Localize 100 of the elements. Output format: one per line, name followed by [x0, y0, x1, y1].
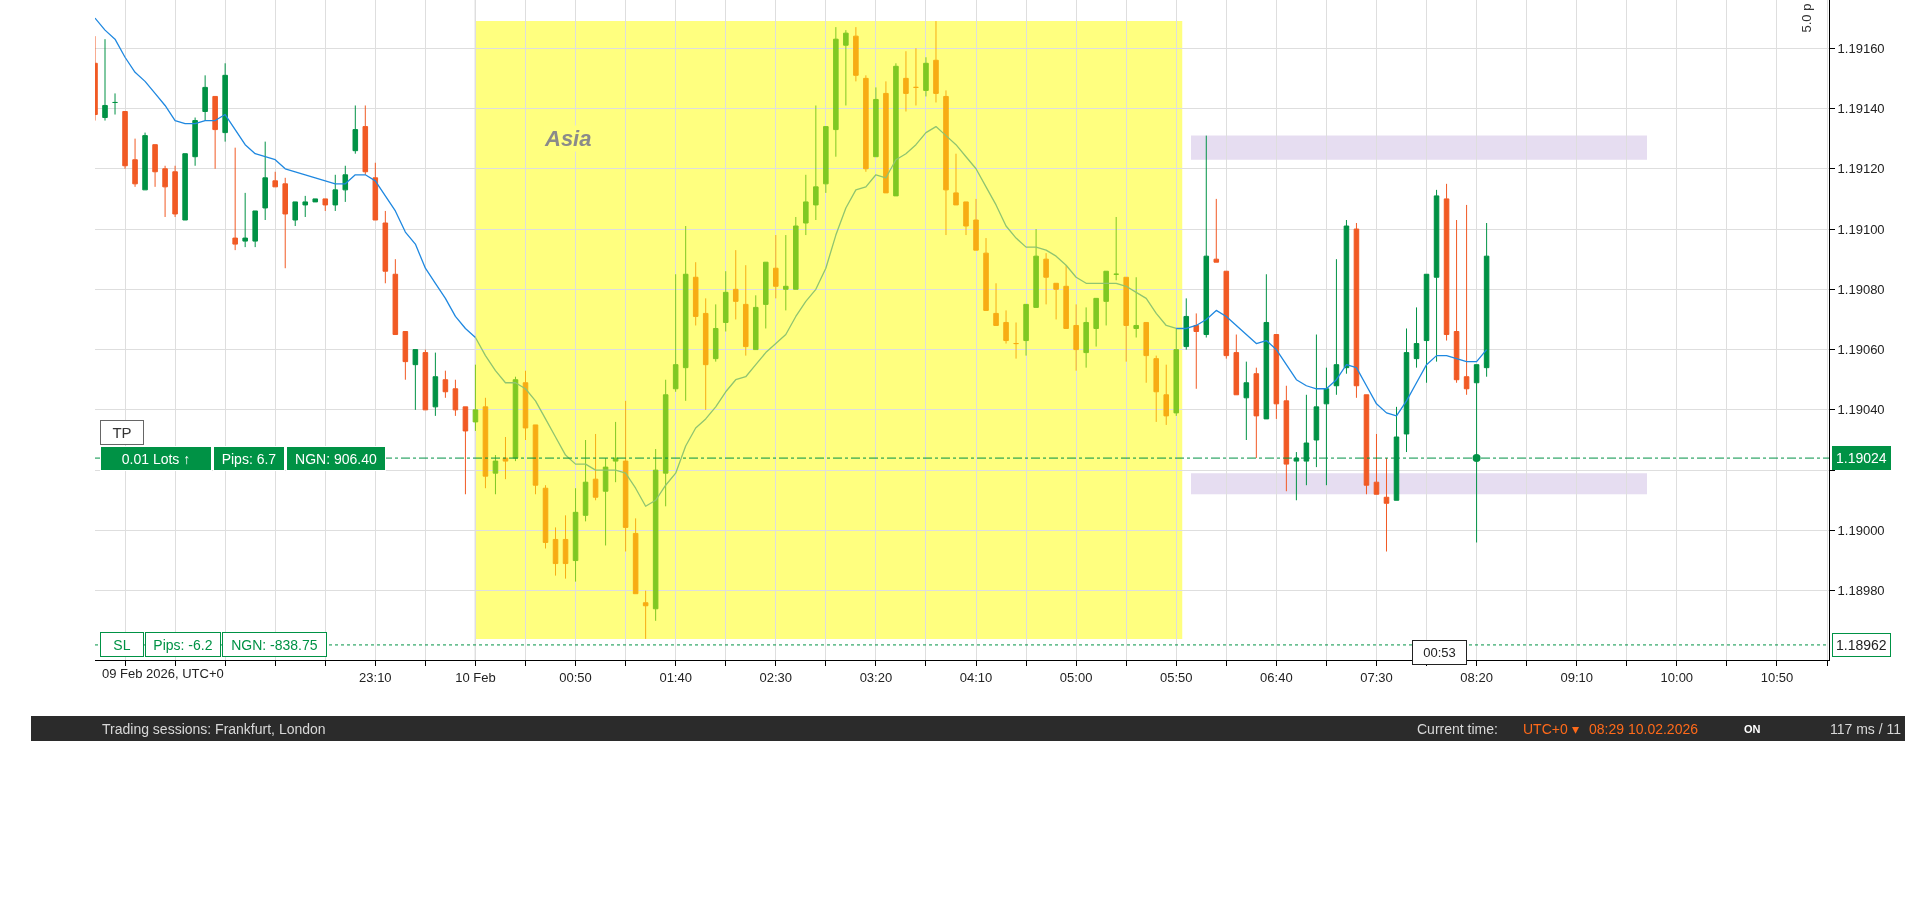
- candlestick: [682, 225, 689, 402]
- y-tick-label: 1.19100: [1837, 221, 1885, 237]
- candlestick: [642, 590, 649, 640]
- candlestick: [953, 153, 959, 206]
- candlestick: [1113, 216, 1119, 281]
- candlestick: [302, 195, 309, 218]
- line-series: [95, 17, 477, 339]
- y-tick-label: 1.19120: [1837, 161, 1885, 177]
- candlestick: [1013, 321, 1019, 360]
- candlestick: [692, 261, 699, 326]
- candlestick: [1173, 327, 1180, 417]
- candlestick: [422, 349, 429, 411]
- ref-line-label: 1.19024: [1836, 450, 1887, 466]
- candlestick: [1283, 385, 1290, 492]
- candlestick: [1153, 355, 1159, 423]
- x-tick-label: 05:00: [1059, 669, 1093, 685]
- candlestick: [232, 147, 238, 251]
- y-tick-label: 1.19060: [1837, 342, 1885, 358]
- candlestick: [242, 192, 248, 248]
- candlestick: [202, 74, 208, 122]
- annotation: Pips: -6.2: [153, 636, 213, 653]
- candlestick: [1223, 270, 1230, 360]
- candlestick: [172, 165, 178, 218]
- candlestick: [482, 397, 489, 489]
- text: UTC+0 ▾: [1523, 721, 1579, 737]
- candlestick: [1023, 303, 1029, 357]
- candlestick: [1343, 219, 1350, 375]
- x-tick-label: 10 Feb: [455, 669, 496, 685]
- candlestick: [532, 424, 539, 495]
- candlestick: [853, 26, 859, 82]
- candlestick: [1143, 321, 1149, 384]
- candlestick: [542, 484, 549, 549]
- candlestick: [522, 370, 529, 441]
- candlestick: [773, 234, 779, 299]
- candlestick: [1063, 264, 1069, 329]
- candlestick: [622, 400, 629, 553]
- text: 117 ms / 11: [1830, 721, 1902, 737]
- candlestick: [452, 379, 459, 417]
- candlestick: [1453, 219, 1460, 384]
- candlestick: [322, 198, 329, 212]
- x-tick-label: 09:10: [1560, 669, 1593, 685]
- candlestick: [783, 234, 789, 311]
- candlestick: [1413, 306, 1420, 369]
- candlestick: [883, 80, 889, 194]
- x-tick-label: 03:20: [859, 669, 893, 685]
- candlestick: [432, 352, 439, 417]
- candlestick: [1083, 306, 1089, 369]
- candlestick: [192, 117, 198, 167]
- candlestick: [973, 198, 979, 251]
- candlestick: [1463, 204, 1470, 396]
- candlestick: [1103, 270, 1109, 326]
- candlestick: [833, 26, 839, 158]
- annotation: 5.0 p: [1798, 3, 1814, 33]
- line-series: [474, 125, 1177, 507]
- candlestick: [983, 237, 989, 311]
- candlestick: [1193, 312, 1200, 390]
- x-tick-label: 05:50: [1159, 669, 1193, 685]
- candlestick: [332, 174, 339, 212]
- candlestick: [1423, 273, 1430, 384]
- candlestick: [592, 433, 599, 501]
- candlestick: [803, 174, 809, 236]
- band-label: Asia: [544, 126, 592, 151]
- annotation: Pips: 6.7: [221, 450, 277, 467]
- y-tick-label: 1.19040: [1837, 402, 1885, 418]
- ref-line-label: 1.18962: [1836, 637, 1887, 653]
- candlestick: [102, 38, 108, 122]
- candlestick: [732, 249, 739, 320]
- candlestick: [502, 436, 509, 480]
- candlestick: [1033, 228, 1039, 308]
- annotation: 0.01 Lots ↑: [121, 450, 191, 467]
- candlestick: [1233, 334, 1240, 396]
- text: Current time:: [1417, 721, 1498, 737]
- x-tick-label: 10:50: [1760, 669, 1794, 685]
- candlestick: [582, 439, 589, 522]
- candlestick: [632, 517, 639, 595]
- candlestick: [923, 56, 929, 97]
- candlestick: [1093, 297, 1099, 348]
- candlestick: [722, 270, 729, 333]
- y-tick-label: 1.19000: [1837, 522, 1885, 538]
- candlestick: [372, 162, 379, 221]
- annotation: TP: [112, 424, 132, 441]
- candlestick: [1073, 303, 1079, 372]
- candlestick: [1213, 198, 1220, 263]
- candlestick: [1273, 334, 1280, 420]
- candlestick: [1433, 189, 1440, 363]
- candlestick: [793, 216, 799, 290]
- candlestick: [182, 153, 188, 221]
- candlestick: [362, 104, 369, 176]
- candlestick: [933, 20, 939, 103]
- candlestick: [903, 50, 909, 113]
- candlestick: [272, 171, 278, 188]
- candlestick: [122, 111, 128, 170]
- candlestick: [492, 454, 499, 495]
- y-tick-label: 1.19140: [1837, 101, 1885, 117]
- candlestick: [893, 62, 899, 197]
- y-tick-label: 1.19080: [1837, 281, 1885, 297]
- candlestick: [162, 165, 168, 218]
- candlestick: [262, 141, 268, 221]
- candlestick: [1243, 361, 1250, 441]
- candlestick: [752, 294, 759, 351]
